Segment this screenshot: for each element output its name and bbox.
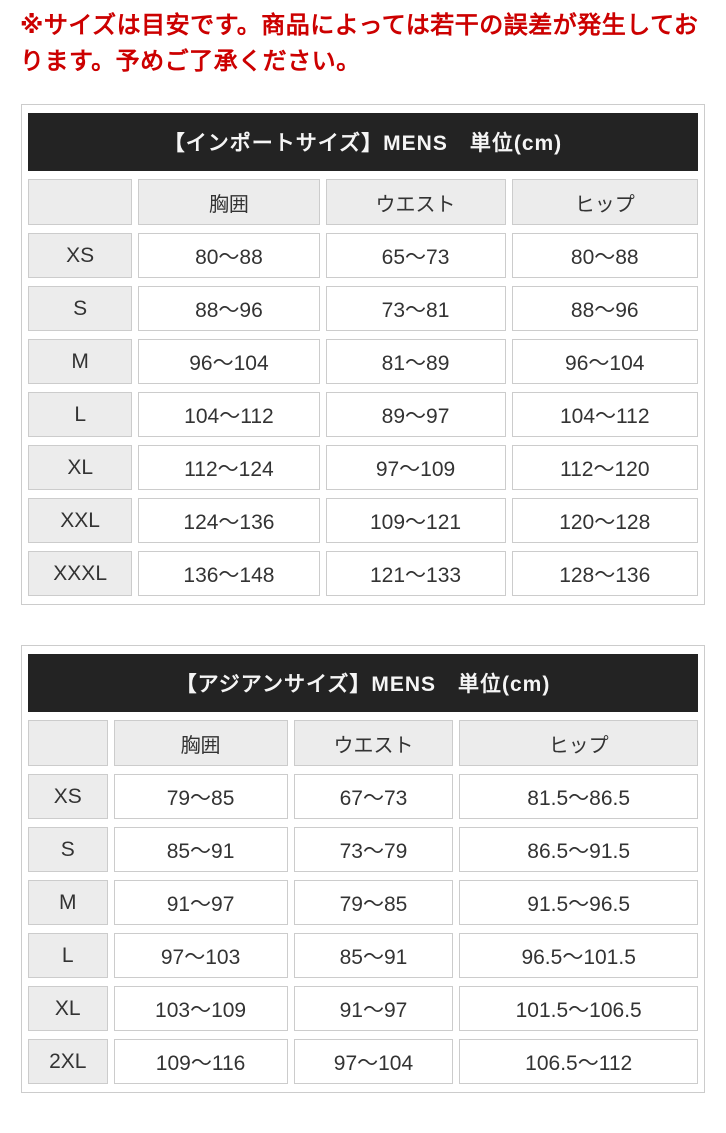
column-header-waist: ウエスト (293, 720, 454, 766)
measurement-range: 96〜104 (138, 339, 320, 384)
measurement-range: 86.5〜91.5 (459, 827, 698, 872)
table-header-row: 胸囲 ウエスト ヒップ (28, 720, 698, 766)
column-header-waist: ウエスト (325, 179, 506, 225)
measurement-range: 81.5〜86.5 (459, 774, 698, 819)
measurement-range: 121〜133 (325, 551, 506, 596)
size-label: L (28, 392, 133, 437)
measurement-range: 79〜85 (113, 774, 288, 819)
measurement-range: 97〜104 (293, 1039, 454, 1084)
size-disclaimer-text: ※サイズは目安です。商品によっては若干の誤差が発生しております。予めご了承くださ… (20, 12, 699, 75)
measurement-range: 79〜85 (293, 880, 454, 925)
measurement-range: 128〜136 (511, 551, 698, 596)
measurement-range: 67〜73 (293, 774, 454, 819)
table-title: 【アジアンサイズ】MENS 単位(cm) (28, 654, 698, 712)
size-label: M (28, 880, 108, 925)
measurement-range: 80〜88 (138, 233, 320, 278)
measurement-range: 136〜148 (138, 551, 320, 596)
asian-size-table: 【アジアンサイズ】MENS 単位(cm) 胸囲 ウエスト ヒップ XS 79〜85… (21, 645, 705, 1093)
size-label: XL (28, 445, 133, 490)
column-header-chest: 胸囲 (138, 179, 320, 225)
measurement-range: 104〜112 (138, 392, 320, 437)
measurement-range: 112〜120 (511, 445, 698, 490)
size-row: XS 79〜85 67〜73 81.5〜86.5 (28, 774, 698, 819)
measurement-range: 109〜121 (325, 498, 506, 543)
measurement-range: 91〜97 (113, 880, 288, 925)
measurement-range: 109〜116 (113, 1039, 288, 1084)
measurement-range: 80〜88 (511, 233, 698, 278)
size-row: S 85〜91 73〜79 86.5〜91.5 (28, 827, 698, 872)
size-row: XXXL 136〜148 121〜133 128〜136 (28, 551, 698, 596)
measurement-range: 73〜79 (293, 827, 454, 872)
measurement-range: 101.5〜106.5 (459, 986, 698, 1031)
table-title-row: 【アジアンサイズ】MENS 単位(cm) (28, 654, 698, 712)
measurement-range: 81〜89 (325, 339, 506, 384)
column-header-hip: ヒップ (511, 179, 698, 225)
size-row: XXL 124〜136 109〜121 120〜128 (28, 498, 698, 543)
measurement-range: 65〜73 (325, 233, 506, 278)
measurement-range: 89〜97 (325, 392, 506, 437)
measurement-range: 97〜109 (325, 445, 506, 490)
column-header-empty (28, 179, 133, 225)
measurement-range: 124〜136 (138, 498, 320, 543)
size-label: S (28, 286, 133, 331)
measurement-range: 88〜96 (138, 286, 320, 331)
size-row: XS 80〜88 65〜73 80〜88 (28, 233, 698, 278)
size-label: S (28, 827, 108, 872)
table-title: 【インポートサイズ】MENS 単位(cm) (28, 113, 698, 171)
size-row: S 88〜96 73〜81 88〜96 (28, 286, 698, 331)
column-header-empty (28, 720, 108, 766)
size-label: XS (28, 774, 108, 819)
table-title-row: 【インポートサイズ】MENS 単位(cm) (28, 113, 698, 171)
measurement-range: 96.5〜101.5 (459, 933, 698, 978)
measurement-range: 112〜124 (138, 445, 320, 490)
measurement-range: 91〜97 (293, 986, 454, 1031)
measurement-range: 97〜103 (113, 933, 288, 978)
size-label: M (28, 339, 133, 384)
measurement-range: 96〜104 (511, 339, 698, 384)
measurement-range: 85〜91 (293, 933, 454, 978)
size-guide-page: ※サイズは目安です。商品によっては若干の誤差が発生しております。予めご了承くださ… (20, 12, 705, 1093)
measurement-range: 85〜91 (113, 827, 288, 872)
measurement-range: 104〜112 (511, 392, 698, 437)
size-label: XS (28, 233, 133, 278)
size-row: L 97〜103 85〜91 96.5〜101.5 (28, 933, 698, 978)
size-label: 2XL (28, 1039, 108, 1084)
size-label: L (28, 933, 108, 978)
size-label: XL (28, 986, 108, 1031)
measurement-range: 88〜96 (511, 286, 698, 331)
size-label: XXXL (28, 551, 133, 596)
measurement-range: 73〜81 (325, 286, 506, 331)
import-size-table: 【インポートサイズ】MENS 単位(cm) 胸囲 ウエスト ヒップ XS 80〜8… (21, 104, 705, 605)
size-row: M 96〜104 81〜89 96〜104 (28, 339, 698, 384)
measurement-range: 120〜128 (511, 498, 698, 543)
size-row: M 91〜97 79〜85 91.5〜96.5 (28, 880, 698, 925)
column-header-chest: 胸囲 (113, 720, 288, 766)
measurement-range: 106.5〜112 (459, 1039, 698, 1084)
column-header-hip: ヒップ (459, 720, 698, 766)
size-label: XXL (28, 498, 133, 543)
table-header-row: 胸囲 ウエスト ヒップ (28, 179, 698, 225)
size-row: L 104〜112 89〜97 104〜112 (28, 392, 698, 437)
size-row: XL 112〜124 97〜109 112〜120 (28, 445, 698, 490)
measurement-range: 91.5〜96.5 (459, 880, 698, 925)
size-row: 2XL 109〜116 97〜104 106.5〜112 (28, 1039, 698, 1084)
measurement-range: 103〜109 (113, 986, 288, 1031)
size-row: XL 103〜109 91〜97 101.5〜106.5 (28, 986, 698, 1031)
